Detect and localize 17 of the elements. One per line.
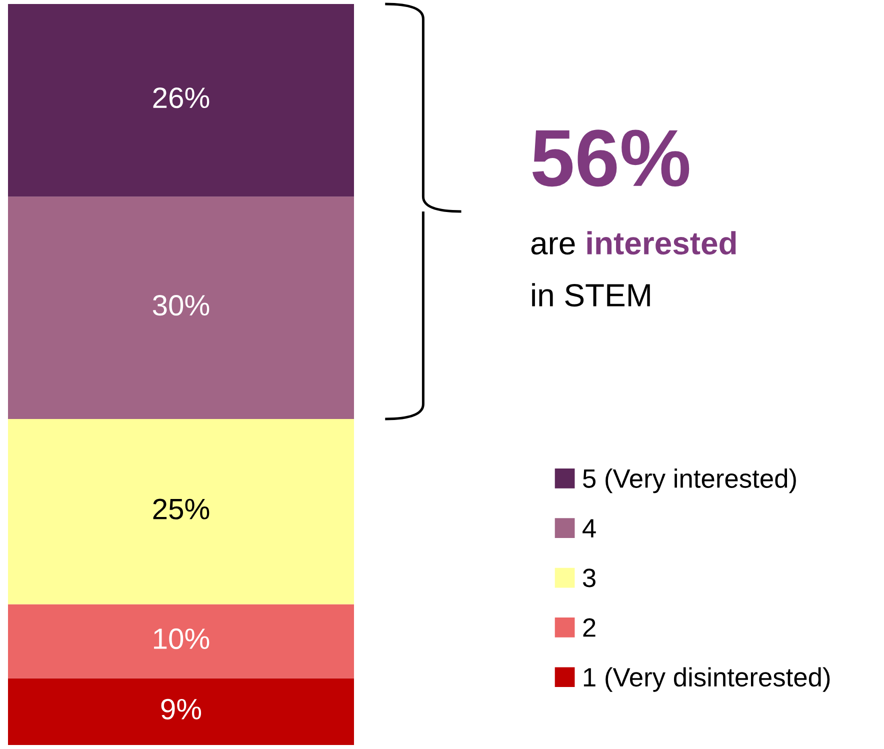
data-label: 26% (153, 88, 210, 108)
legend-label: 2 (583, 618, 596, 637)
bar (8, 196, 354, 419)
data-label: 10% (154, 628, 210, 650)
data-label: 30% (152, 294, 210, 316)
bar (8, 604, 354, 678)
legend-label: 3 (582, 568, 596, 588)
text: 56% (532, 130, 690, 187)
legend-label: 4 (582, 519, 596, 538)
legend-label: 1 (Very disinterested) (584, 667, 830, 692)
bar (8, 678, 354, 745)
bar (8, 4, 354, 197)
data-label: 9% (161, 698, 202, 720)
bar (8, 418, 354, 604)
text: are interested in STEM (531, 231, 736, 307)
legend-label: 5 (Very interested) (583, 468, 796, 494)
data-label: 25% (153, 498, 210, 520)
